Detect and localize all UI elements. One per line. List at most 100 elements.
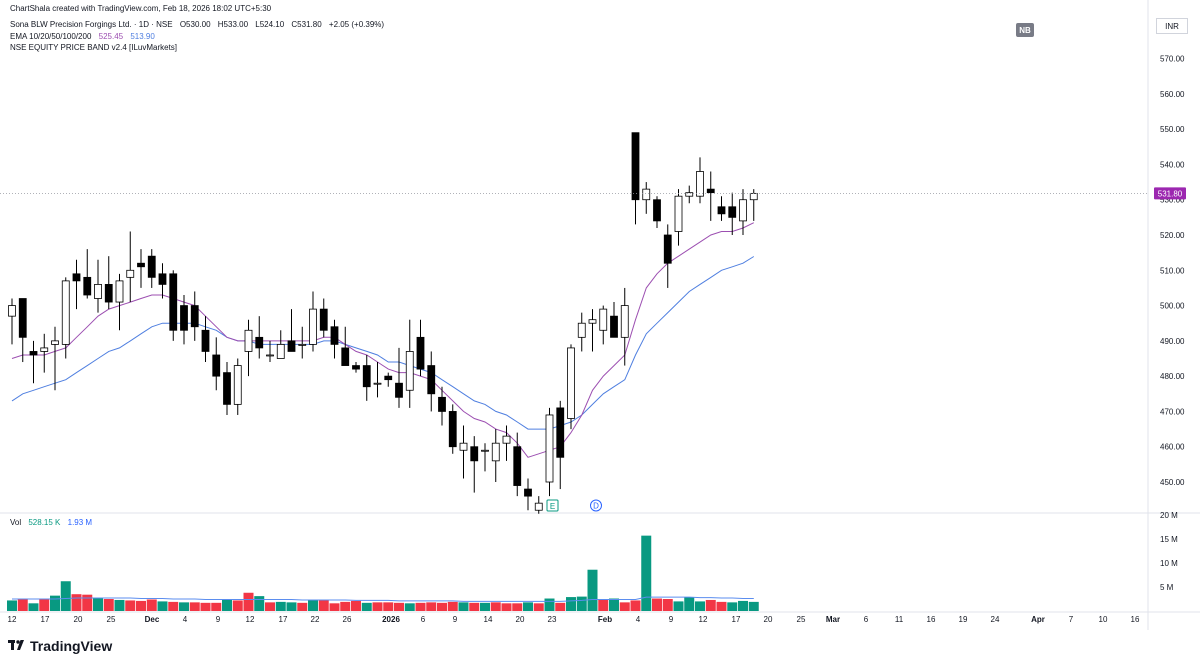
volume-bar[interactable] <box>265 602 275 611</box>
volume-bar[interactable] <box>361 602 372 611</box>
candle-down[interactable] <box>104 284 113 303</box>
candle-down[interactable] <box>72 273 81 282</box>
volume-bar[interactable] <box>275 601 286 611</box>
candle-down[interactable] <box>448 411 457 448</box>
candle-up[interactable] <box>481 449 489 452</box>
candle-up[interactable] <box>61 280 70 345</box>
candle-down[interactable] <box>190 305 199 328</box>
candle-up[interactable] <box>244 329 253 352</box>
volume-bar[interactable] <box>566 597 576 611</box>
candle-up[interactable] <box>674 195 683 232</box>
candle-up[interactable] <box>126 269 135 278</box>
candle-down[interactable] <box>137 262 145 268</box>
candle-down[interactable] <box>147 255 156 278</box>
volume-bar[interactable] <box>318 600 329 611</box>
volume-bar[interactable] <box>684 597 695 611</box>
candle-up[interactable] <box>620 305 629 338</box>
candle-up[interactable] <box>642 188 651 201</box>
candle-down[interactable] <box>341 347 350 366</box>
volume-bar[interactable] <box>469 602 480 611</box>
candle-down[interactable] <box>610 315 618 338</box>
candle-up[interactable] <box>115 280 124 303</box>
volume-bar[interactable] <box>71 594 82 611</box>
volume-bar[interactable] <box>125 600 136 611</box>
candle-up[interactable] <box>298 343 307 346</box>
candle-down[interactable] <box>29 351 38 356</box>
volume-bar[interactable] <box>7 600 17 611</box>
candle-up[interactable] <box>545 414 554 483</box>
volume-bar[interactable] <box>738 600 748 611</box>
candle-down[interactable] <box>362 365 371 388</box>
candle-down[interactable] <box>524 488 532 497</box>
volume-bar[interactable] <box>426 602 437 611</box>
candle-up[interactable] <box>588 319 597 324</box>
candle-up[interactable] <box>567 347 575 419</box>
volume-bar[interactable] <box>480 602 490 611</box>
volume-bar[interactable] <box>189 602 200 611</box>
volume-bar[interactable] <box>222 599 232 611</box>
volume-bar[interactable] <box>662 599 673 611</box>
footer-brand[interactable]: TradingView <box>8 636 112 656</box>
volume-bar[interactable] <box>308 599 318 611</box>
volume-bar[interactable] <box>243 592 254 611</box>
volume-bar[interactable] <box>39 599 50 611</box>
volume-bar[interactable] <box>641 535 652 611</box>
candle-up[interactable] <box>599 308 608 331</box>
volume-bar[interactable] <box>609 598 619 611</box>
volume-bar[interactable] <box>136 600 146 611</box>
candle-down[interactable] <box>201 329 210 352</box>
candle-down[interactable] <box>169 273 178 331</box>
candle-down[interactable] <box>653 199 661 222</box>
candle-down[interactable] <box>255 336 264 349</box>
volume-bar[interactable] <box>695 601 705 611</box>
candle-up[interactable] <box>696 171 704 197</box>
volume-legend[interactable]: Vol 528.15 K 1.93 M <box>10 518 97 527</box>
volume-bar[interactable] <box>598 599 609 611</box>
candle-down[interactable] <box>470 446 479 462</box>
candle-down[interactable] <box>287 340 296 352</box>
volume-bar[interactable] <box>168 601 179 611</box>
volume-bar[interactable] <box>415 602 426 611</box>
volume-bar[interactable] <box>103 599 114 611</box>
ema-legend[interactable]: EMA 10/20/50/100/200 525.45 513.90 <box>10 32 160 41</box>
volume-bar[interactable] <box>254 596 265 611</box>
candle-up[interactable] <box>491 442 500 462</box>
volume-bar[interactable] <box>523 602 533 611</box>
candle-down[interactable] <box>83 276 92 296</box>
candle-down[interactable] <box>384 375 393 381</box>
volume-bar[interactable] <box>372 602 383 611</box>
candle-up[interactable] <box>276 343 285 359</box>
candle-down[interactable] <box>18 298 27 338</box>
nb-badge[interactable]: NB <box>1016 23 1034 37</box>
volume-bar[interactable] <box>28 603 39 611</box>
volume-bar[interactable] <box>512 603 523 611</box>
volume-bar[interactable] <box>329 603 340 611</box>
volume-bar[interactable] <box>630 600 641 611</box>
candle-up[interactable] <box>51 340 59 345</box>
dividend-marker[interactable] <box>590 499 602 512</box>
volume-bar[interactable] <box>555 602 566 611</box>
candle-up[interactable] <box>94 284 102 299</box>
candle-down[interactable] <box>427 365 436 395</box>
earnings-marker[interactable] <box>546 499 559 512</box>
volume-bar[interactable] <box>232 600 243 611</box>
candle-down[interactable] <box>223 372 231 405</box>
volume-bar[interactable] <box>114 599 125 611</box>
candle-up[interactable] <box>685 192 694 197</box>
volume-bar[interactable] <box>351 600 361 611</box>
candle-up[interactable] <box>405 351 414 391</box>
candle-down[interactable] <box>319 308 328 331</box>
volume-bar[interactable] <box>705 599 716 611</box>
volume-bar[interactable] <box>458 602 469 611</box>
candle-up[interactable] <box>577 322 586 338</box>
volume-bar[interactable] <box>340 601 351 611</box>
candle-up[interactable] <box>40 347 49 352</box>
volume-bar[interactable] <box>146 599 157 611</box>
volume-bar[interactable] <box>383 602 394 611</box>
indicator-legend[interactable]: NSE EQUITY PRICE BAND v2.4 [ILuvMarkets] <box>10 43 182 52</box>
volume-bar[interactable] <box>157 601 168 611</box>
candle-down[interactable] <box>513 446 522 486</box>
candle-down[interactable] <box>180 305 188 331</box>
